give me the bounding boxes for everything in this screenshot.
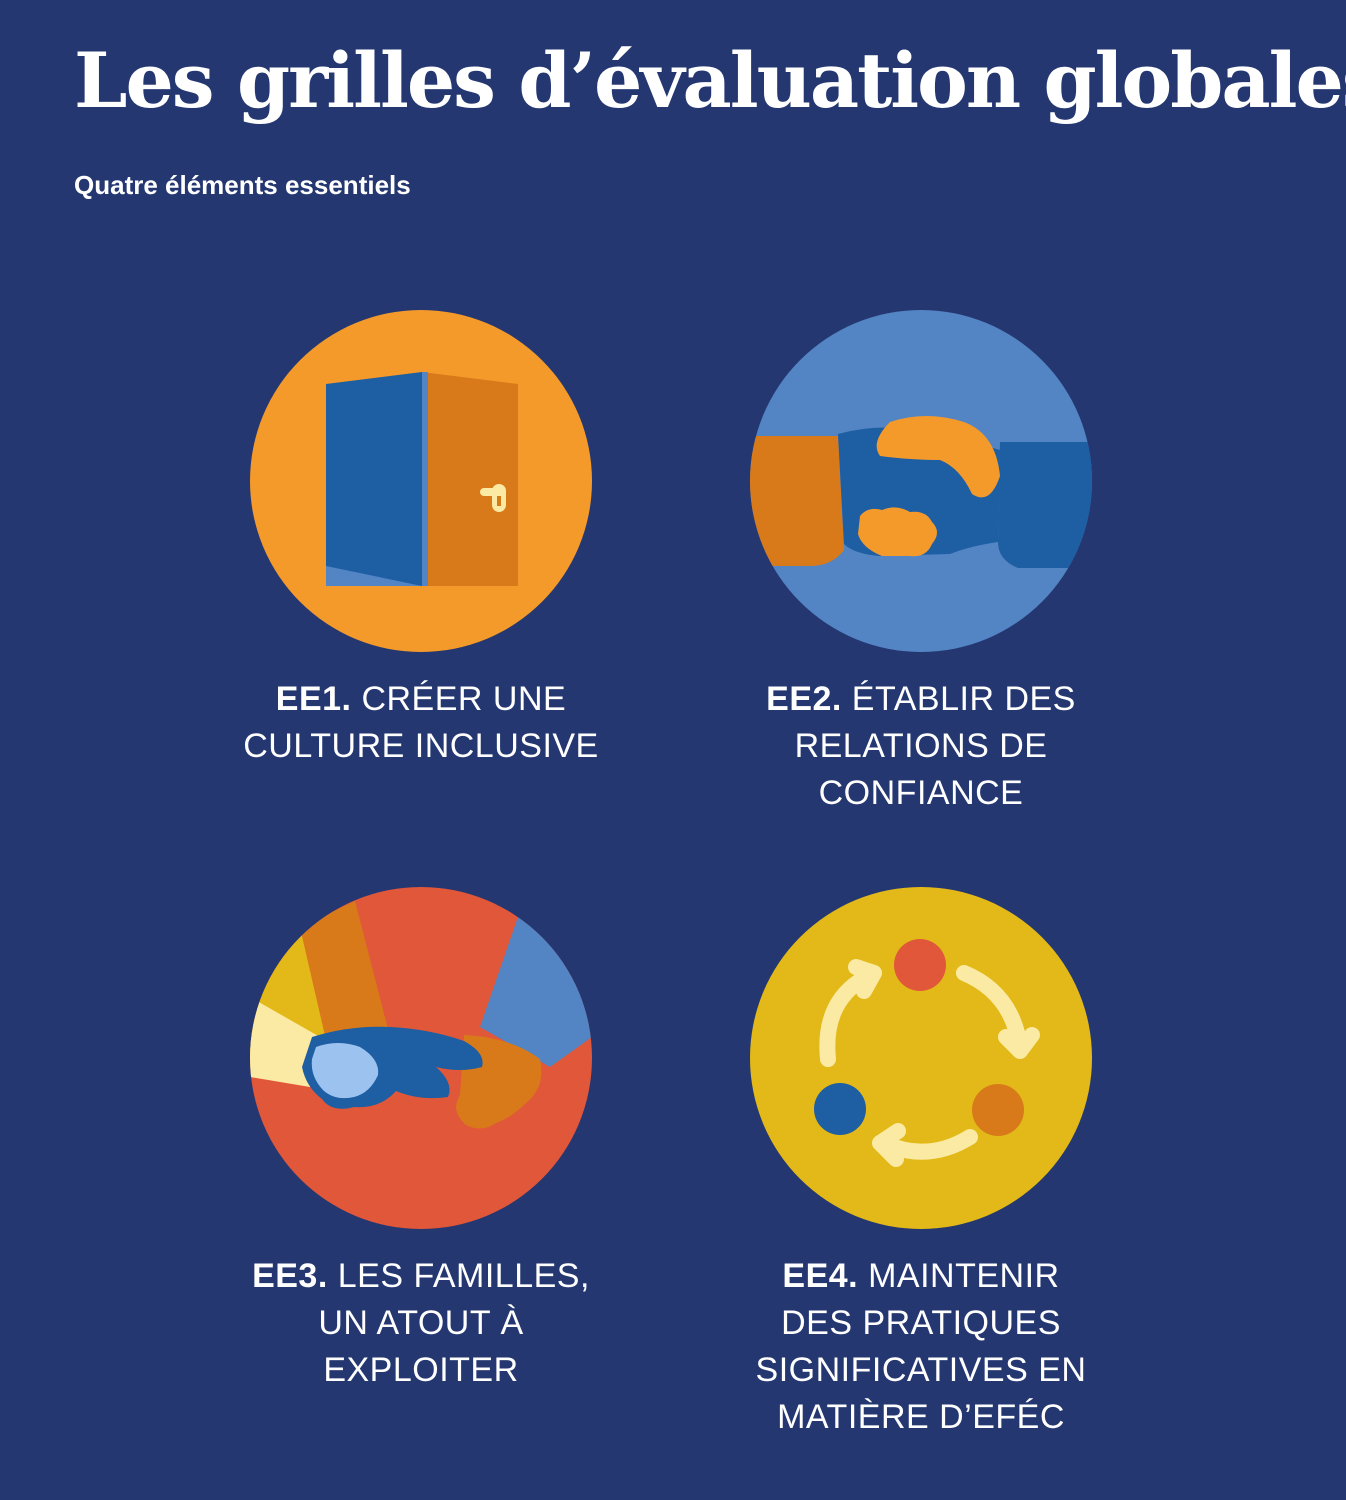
element-code: EE3. [252,1257,328,1295]
element-ee3: EE3. LES FAMILLES, UN ATOUT À EXPLOITER [211,887,631,1394]
label-line: UN ATOUT À [318,1304,524,1342]
label-line: MAINTENIR [858,1257,1060,1295]
element-ee2: EE2. ÉTABLIR DES RELATIONS DE CONFIANCE [711,310,1131,817]
label-line: RELATIONS DE [794,727,1048,765]
element-code: EE4. [782,1257,859,1295]
element-label: EE2. ÉTABLIR DES RELATIONS DE CONFIANCE [711,676,1131,817]
element-label: EE4. MAINTENIR DES PRATIQUES SIGNIFICATI… [711,1253,1131,1441]
joined-hands-icon [250,887,592,1229]
page-subtitle: Quatre éléments essentiels [74,170,411,200]
element-label: EE1. CRÉER UNE CULTURE INCLUSIVE [211,676,631,770]
open-door-icon [250,310,592,652]
element-label: EE3. LES FAMILLES, UN ATOUT À EXPLOITER [211,1253,631,1394]
page-title: Les grilles d’évaluation globales [74,36,1346,125]
label-line: CULTURE INCLUSIVE [243,727,599,765]
label-line: CONFIANCE [818,774,1024,812]
label-line: CRÉER UNE [351,680,567,718]
cycle-icon [750,887,1092,1229]
label-line: LES FAMILLES, [327,1257,590,1295]
element-code: EE2. [766,680,842,718]
element-ee4: EE4. MAINTENIR DES PRATIQUES SIGNIFICATI… [711,887,1131,1441]
element-ee1: EE1. CRÉER UNE CULTURE INCLUSIVE [211,310,631,770]
label-line: ÉTABLIR DES [841,680,1076,718]
label-line: MATIÈRE D’EFÉC [777,1398,1065,1436]
handshake-icon [750,310,1092,652]
label-line: DES PRATIQUES [781,1304,1061,1342]
label-line: EXPLOITER [323,1351,519,1389]
element-code: EE1. [275,680,352,718]
label-line: SIGNIFICATIVES EN [755,1351,1087,1389]
